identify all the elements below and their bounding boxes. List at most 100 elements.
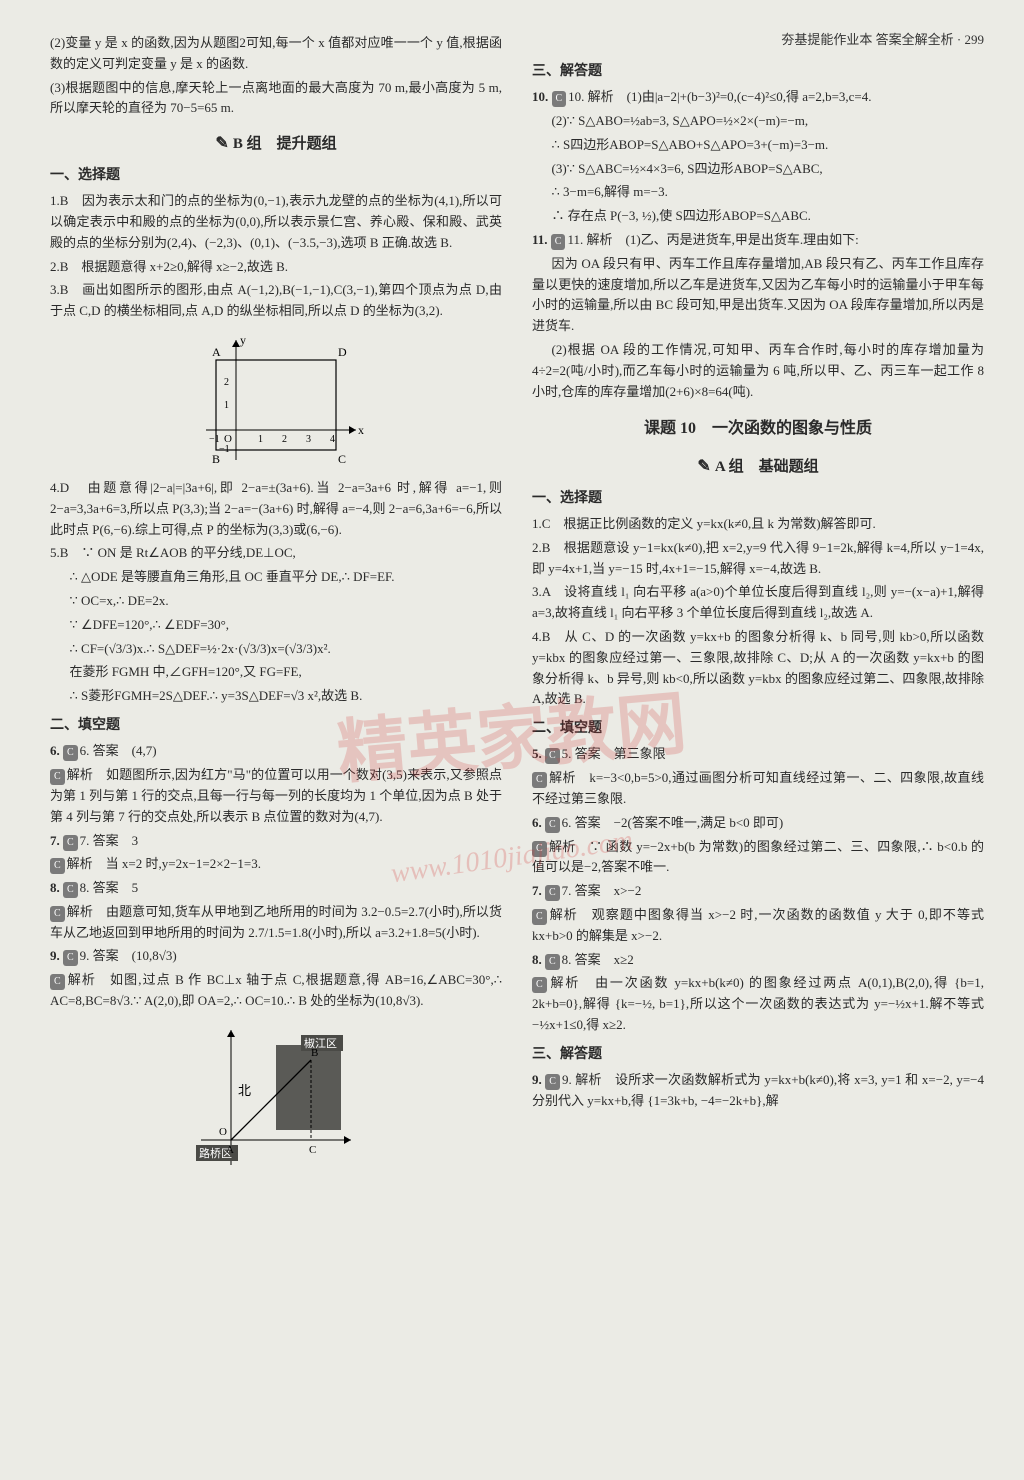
q8b: C解析 由题意可知,货车从甲地到乙地所用的时间为 3.2−0.5=2.7(小时)… xyxy=(50,902,502,944)
svg-text:A: A xyxy=(212,345,221,359)
q2: 2.B 根据题意得 x+2≥0,解得 x≥−2,故选 B. xyxy=(50,257,502,278)
svg-text:A: A xyxy=(226,1144,234,1156)
svg-text:北: 北 xyxy=(238,1083,251,1098)
q5c: ∵ OC=x,∴ DE=2x. xyxy=(50,591,502,612)
analysis-tag-icon: C xyxy=(532,977,547,993)
page-container: (2)变量 y 是 x 的函数,因为从题图2可知,每一个 x 值都对应唯一一个 … xyxy=(0,0,1024,1198)
q1: 1.B 因为表示太和门的点的坐标为(0,−1),表示九龙壁的点的坐标为(4,1)… xyxy=(50,191,502,253)
svg-text:C: C xyxy=(309,1144,316,1156)
analysis-tag-icon: C xyxy=(50,974,65,990)
svg-text:1: 1 xyxy=(224,400,229,411)
group-b-label: B 组 提升题组 xyxy=(233,136,337,152)
group-b-title: ✎ B 组 提升题组 xyxy=(50,131,502,157)
q11a: 11. C11. 解析 (1)乙、丙是进货车,甲是出货车.理由如下: xyxy=(532,230,984,251)
q6b: C解析 如题图所示,因为红方"马"的位置可以用一个数对(3,5)来表示,又参照点… xyxy=(50,765,502,827)
r3: 3.A 设将直线 l₁ 向右平移 a(a>0)个单位长度后得到直线 l₂,则 y… xyxy=(532,582,984,624)
intro-text-2: (3)根据题图中的信息,摩天轮上一点离地面的最大高度为 70 m,最小高度为 5… xyxy=(50,78,502,120)
r-section-2-heading: 二、填空题 xyxy=(532,718,984,740)
r6a: 6. C6. 答案 −2(答案不唯一,满足 b<0 即可) xyxy=(532,813,984,834)
figure-2-map: 椒江区 路桥区 北 A B C O xyxy=(50,1020,502,1170)
q10c: ∴ S四边形ABOP=S△ABO+S△APO=3+(−m)=3−m. xyxy=(532,135,984,156)
q8a: 8. C8. 答案 5 xyxy=(50,878,502,899)
section-3-heading: 三、解答题 xyxy=(532,61,984,83)
r9: 9. C9. 解析 设所求一次函数解析式为 y=kx+b(k≠0),将 x=3,… xyxy=(532,1070,984,1112)
page-header: 夯基提能作业本 答案全解全析 · 299 xyxy=(532,30,984,51)
analysis-tag-icon: C xyxy=(532,772,547,788)
map-svg: 椒江区 路桥区 北 A B C O xyxy=(191,1020,361,1170)
q3: 3.B 画出如图所示的图形,由点 A(−1,2),B(−1,−1),C(3,−1… xyxy=(50,280,502,322)
r-section-1-heading: 一、选择题 xyxy=(532,488,984,510)
coord-figure-svg: A D B C O x y −1 1 2 3 4 1 2 −1 xyxy=(186,330,366,470)
r5a: 5. C5. 答案 第三象限 xyxy=(532,744,984,765)
pencil-icon: ✎ xyxy=(697,458,710,475)
left-column: (2)变量 y 是 x 的函数,因为从题图2可知,每一个 x 值都对应唯一一个 … xyxy=(50,30,502,1178)
svg-text:D: D xyxy=(338,345,347,359)
r2: 2.B 根据题意设 y−1=kx(k≠0),把 x=2,y=9 代入得 9−1=… xyxy=(532,538,984,580)
r7a: 7. C7. 答案 x>−2 xyxy=(532,881,984,902)
q7b: C解析 当 x=2 时,y=2x−1=2×2−1=3. xyxy=(50,854,502,875)
svg-text:1: 1 xyxy=(258,434,263,445)
analysis-tag-icon: C xyxy=(532,909,547,925)
section-2-heading: 二、填空题 xyxy=(50,715,502,737)
analysis-tag-icon: C xyxy=(50,858,65,874)
q7a: 7. C7. 答案 3 xyxy=(50,831,502,852)
r8a: 8. C8. 答案 x≥2 xyxy=(532,950,984,971)
svg-text:椒江区: 椒江区 xyxy=(304,1036,337,1050)
answer-tag-icon: C xyxy=(63,835,78,851)
q9a: 9. C9. 答案 (10,8√3) xyxy=(50,946,502,967)
r8b: C解析 由一次函数 y=kx+b(k≠0) 的图象经过两点 A(0,1),B(2… xyxy=(532,973,984,1035)
q10d: (3)∵ S△ABC=½×4×3=6, S四边形ABOP=S△ABC, xyxy=(532,159,984,180)
q5g: ∴ S菱形FGMH=2S△DEF.∴ y=3S△DEF=√3 x²,故选 B. xyxy=(50,686,502,707)
q10b: (2)∵ S△ABO=½ab=3, S△APO=½×2×(−m)=−m, xyxy=(532,111,984,132)
answer-tag-icon: C xyxy=(63,882,78,898)
svg-text:2: 2 xyxy=(282,434,287,445)
group-a-label: A 组 基础题组 xyxy=(715,459,819,475)
answer-tag-icon: C xyxy=(545,748,560,764)
q10f: ∴ 存在点 P(−3, ½),使 S四边形ABOP=S△ABC. xyxy=(532,206,984,227)
svg-text:y: y xyxy=(240,333,246,347)
topic-10-title: 课题 10 一次函数的图象与性质 xyxy=(532,416,984,442)
svg-text:B: B xyxy=(311,1047,318,1059)
r5b: C解析 k=−3<0,b=5>0,通过画图分析可知直线经过第一、二、四象限,故直… xyxy=(532,768,984,810)
answer-tag-icon: C xyxy=(63,950,78,966)
q5e: ∴ CF=(√3/3)x.∴ S△DEF=½·2x·(√3/3)x=(√3/3)… xyxy=(50,639,502,660)
analysis-tag-icon: C xyxy=(50,769,65,785)
q9b: C解析 如图,过点 B 作 BC⊥x 轴于点 C,根据题意,得 AB=16,∠A… xyxy=(50,970,502,1012)
svg-text:C: C xyxy=(338,452,346,466)
q5b: ∴ △ODE 是等腰直角三角形,且 OC 垂直平分 DE,∴ DF=EF. xyxy=(50,567,502,588)
analysis-tag-icon: C xyxy=(552,91,567,107)
svg-text:x: x xyxy=(358,423,364,437)
page-number: 299 xyxy=(965,32,985,47)
svg-text:O: O xyxy=(219,1126,227,1138)
section-1-heading: 一、选择题 xyxy=(50,165,502,187)
q11c: (2)根据 OA 段的工作情况,可知甲、丙车合作时,每小时的库存增加量为 4÷2… xyxy=(532,340,984,402)
q5f: 在菱形 FGMH 中,∠GFH=120°,又 FG=FE, xyxy=(50,662,502,683)
answer-tag-icon: C xyxy=(63,745,78,761)
r7b: C解析 观察题中图象得当 x>−2 时,一次函数的函数值 y 大于 0,即不等式… xyxy=(532,905,984,947)
analysis-tag-icon: C xyxy=(532,841,547,857)
r-section-3-heading: 三、解答题 xyxy=(532,1044,984,1066)
book-title: 夯基提能作业本 答案全解全析 xyxy=(781,32,953,47)
analysis-tag-icon: C xyxy=(551,234,566,250)
svg-text:4: 4 xyxy=(330,434,335,445)
figure-1: A D B C O x y −1 1 2 3 4 1 2 −1 xyxy=(50,330,502,470)
right-column: 夯基提能作业本 答案全解全析 · 299 三、解答题 10. C10. 解析 (… xyxy=(532,30,984,1178)
q5d: ∵ ∠DFE=120°,∴ ∠EDF=30°, xyxy=(50,615,502,636)
q10e: ∴ 3−m=6,解得 m=−3. xyxy=(532,182,984,203)
svg-text:−1: −1 xyxy=(219,444,230,455)
q5a: 5.B ∵ ON 是 Rt∠AOB 的平分线,DE⊥OC, xyxy=(50,543,502,564)
answer-tag-icon: C xyxy=(545,817,560,833)
q11b: 因为 OA 段只有甲、丙车工作且库存量增加,AB 段只有乙、丙车工作且库存量以更… xyxy=(532,254,984,337)
analysis-tag-icon: C xyxy=(50,906,65,922)
group-a-title: ✎ A 组 基础题组 xyxy=(532,454,984,480)
q10a: 10. C10. 解析 (1)由|a−2|+(b−3)²=0,(c−4)²≤0,… xyxy=(532,87,984,108)
svg-text:3: 3 xyxy=(306,434,311,445)
answer-tag-icon: C xyxy=(545,885,560,901)
analysis-tag-icon: C xyxy=(545,1074,560,1090)
svg-text:2: 2 xyxy=(224,377,229,388)
answer-tag-icon: C xyxy=(545,954,560,970)
r1: 1.C 根据正比例函数的定义 y=kx(k≠0,且 k 为常数)解答即可. xyxy=(532,514,984,535)
pencil-icon: ✎ xyxy=(215,135,228,152)
r6b: C解析 ∵ 函数 y=−2x+b(b 为常数)的图象经过第二、三、四象限,∴ b… xyxy=(532,837,984,879)
q6a: 6. C6. 答案 (4,7) xyxy=(50,741,502,762)
